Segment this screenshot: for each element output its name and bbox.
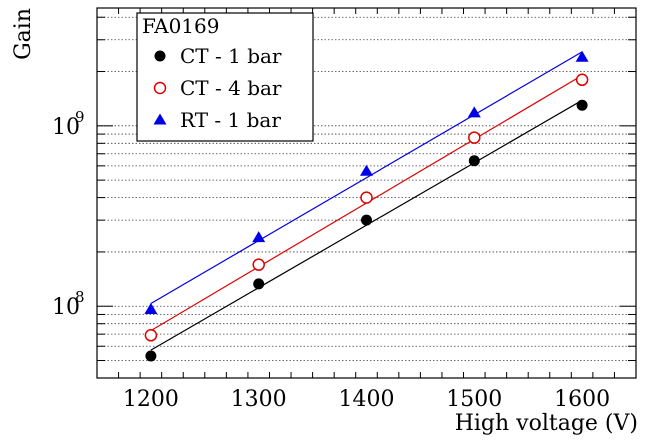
legend-box (136, 12, 314, 142)
y-tick-label-exponent: 8 (75, 288, 85, 306)
data-point (468, 155, 480, 167)
plot-frame (96, 7, 637, 379)
y-axis-label: Gain (11, 8, 36, 60)
legend-marker (154, 50, 166, 62)
y-tick-label-base: 10 (52, 295, 80, 320)
data-point (575, 50, 589, 62)
y-tick-label: 109 (52, 108, 85, 140)
legend-entries: CT - 1 bar CT - 4 bar RT - 1 bar (153, 44, 282, 132)
x-axis-label: High voltage (V) (455, 411, 638, 436)
x-tick-label: 1500 (446, 387, 502, 412)
y-tick-label-base: 10 (52, 115, 80, 140)
data-point (145, 350, 157, 362)
data-point (252, 258, 265, 271)
y-tick-label-exponent: 9 (75, 108, 85, 126)
legend-label: CT - 4 bar (180, 76, 282, 100)
data-point (144, 302, 158, 314)
legend-title: FA0169 (142, 14, 219, 38)
x-tick-label: 1300 (231, 387, 287, 412)
data-point (252, 231, 266, 243)
x-tick-label: 1600 (554, 387, 610, 412)
data-point (144, 329, 158, 342)
legend-marker (153, 81, 167, 95)
x-tick-label: 1200 (123, 387, 179, 412)
data-point (576, 99, 588, 111)
legend-entry: RT - 1 bar (153, 108, 281, 132)
data-point (360, 191, 373, 204)
y-tick-label: 108 (52, 288, 85, 320)
data-point (467, 106, 481, 118)
fit-line (150, 51, 583, 305)
data-point (360, 164, 373, 176)
x-tick-labels: 1200 1300 1400 1500 1600 (123, 387, 610, 412)
legend-marker (153, 113, 167, 125)
legend: FA0169 CT - 1 bar CT - 4 bar RT - 1 bar (136, 12, 314, 142)
data-point (253, 278, 265, 290)
data-point (361, 214, 372, 226)
x-tick-label: 1400 (339, 387, 395, 412)
legend-label: CT - 1 bar (180, 44, 282, 68)
data-point (575, 73, 589, 87)
data-point (468, 131, 481, 144)
legend-label: RT - 1 bar (180, 108, 281, 132)
data-markers (144, 50, 589, 362)
legend-entry: CT - 1 bar (154, 44, 282, 68)
legend-entry: CT - 4 bar (153, 76, 282, 100)
